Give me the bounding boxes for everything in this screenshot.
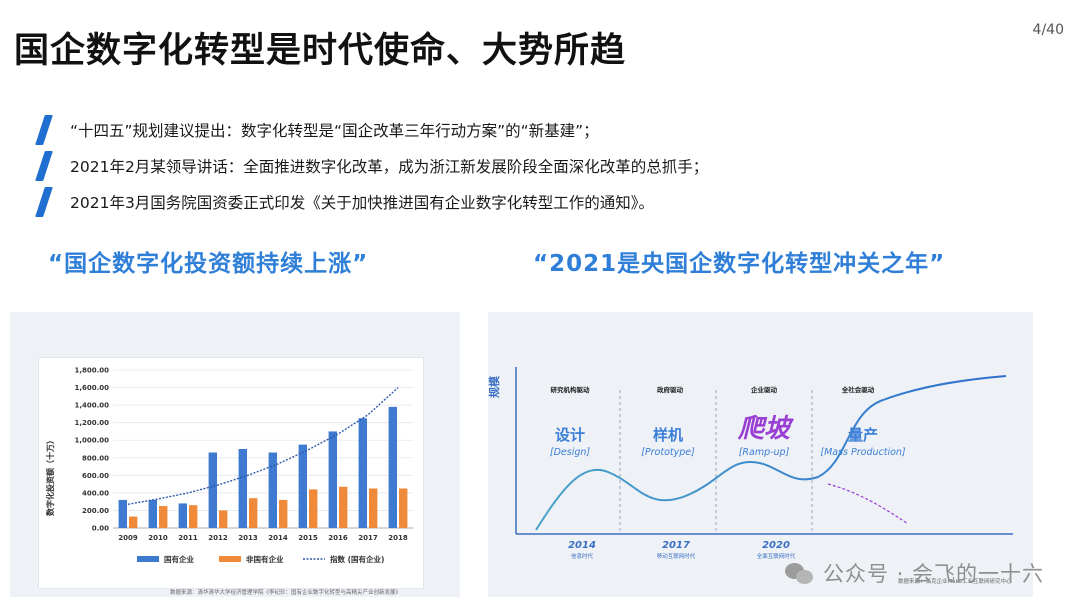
y-tick-label: 1,600.00 [74, 384, 109, 392]
phase-label-highlight: 爬坡 [737, 414, 795, 444]
phase-sub-label: [Ramp-up] [739, 447, 790, 458]
x-tick-label: 2017 [358, 534, 378, 542]
phase-sub-label: [Design] [550, 447, 591, 458]
legend-trend-label: 指数 (国有企业) [330, 554, 384, 564]
bar-state-owned [148, 499, 157, 528]
bar-state-owned [388, 406, 397, 528]
legend-non-state-owned-label: 非国有企业 [246, 554, 284, 564]
bar-non-state-owned [369, 488, 378, 528]
y-tick-label: 400.00 [82, 489, 109, 497]
x-tick-label: 2016 [328, 534, 348, 542]
bullet-item: 2021年2月某领导讲话：全面推进数字化改革，成为浙江新发展阶段全面深化改革的总… [35, 148, 1040, 184]
x-tick-label: 2011 [178, 534, 198, 542]
y-tick-label: 200.00 [82, 507, 109, 515]
phase-label: 样机 [653, 426, 683, 444]
bar-state-owned [118, 499, 127, 528]
slash-marker-icon [35, 115, 53, 145]
phase-label: 量产 [848, 426, 878, 444]
legend-non-state-owned-swatch [219, 556, 241, 562]
slash-marker-icon [35, 151, 53, 181]
investment-chart-panel: 0.00 200.00 400.00 600.00 800.00 1,000.00 1,20… [10, 312, 460, 597]
bar-state-owned [208, 452, 217, 528]
legend-state-owned-label: 国有企业 [164, 554, 194, 564]
bullet-text: “十四五”规划建议提出：数字化转型是“国企改革三年行动方案”的“新基建”； [70, 122, 599, 140]
y-axis-label: 数字化投资额（十万） [45, 436, 55, 516]
quote-breakthrough-year: “2021是央国企数字化转型冲关之年” [533, 251, 946, 277]
y-tick-label: 1,400.00 [74, 402, 109, 410]
bar-non-state-owned [309, 489, 318, 528]
era-label: 信息时代 [571, 552, 594, 560]
chart-source-note: 数据来源：清华清华大学经济管理学院《李纪珍：国有企业数字化转型与高精尖产业创新发… [170, 590, 402, 596]
bar-state-owned [358, 418, 367, 528]
decline-curve [827, 483, 909, 525]
bar-non-state-owned [339, 486, 348, 528]
bar-non-state-owned [219, 510, 228, 528]
x-tick-label: 2012 [208, 534, 228, 542]
x-tick-label: 2018 [388, 534, 408, 542]
y-tick-label: 0.00 [92, 525, 109, 533]
growth-curve [535, 375, 1007, 531]
bar-state-owned [238, 449, 247, 528]
bar-non-state-owned [129, 516, 138, 528]
y-tick-label: 800.00 [82, 454, 109, 462]
bar-state-owned [328, 431, 337, 528]
year-label: 2020 [762, 540, 790, 551]
bar-non-state-owned [189, 505, 198, 528]
y-tick-label: 600.00 [82, 472, 109, 480]
watermark-text: 公众号 · 会飞的一十六 [822, 562, 1044, 586]
driver-label: 企业驱动 [750, 385, 778, 394]
wechat-icon [784, 561, 815, 585]
diagram-source-note: 数据来源：派克企业Make工业互联网研究中心 [898, 579, 1012, 585]
bullet-item: 2021年3月国务院国资委正式印发《关于加快推进国有企业数字化转型工作的通知》。 [35, 184, 1040, 220]
stage-curve-panel: 规模 研究机构驱动 政府驱动 企业驱动 全社会驱动 设计 [Design] 样机… [487, 312, 1033, 597]
driver-label: 研究机构驱动 [551, 385, 591, 394]
phase-sub-label: [Prototype] [641, 447, 695, 458]
x-tick-label: 2015 [298, 534, 318, 542]
slash-marker-icon [35, 187, 53, 217]
trend-line [127, 387, 399, 505]
x-tick-label: 2013 [238, 534, 258, 542]
legend-state-owned-swatch [137, 556, 159, 562]
x-tick-label: 2009 [118, 534, 138, 542]
bar-state-owned [178, 503, 187, 528]
year-label: 2017 [662, 540, 690, 551]
bullet-text: 2021年2月某领导讲话：全面推进数字化改革，成为浙江新发展阶段全面深化改革的总… [70, 158, 709, 176]
x-tick-label: 2014 [268, 534, 288, 542]
x-tick-label: 2010 [148, 534, 168, 542]
y-tick-label: 1,200.00 [74, 419, 109, 427]
bar-non-state-owned [159, 506, 168, 528]
investment-bar-chart: 0.00 200.00 400.00 600.00 800.00 1,000.00 1,20… [45, 367, 413, 564]
bar-non-state-owned [399, 488, 408, 528]
phase-sub-label: [Mass Production] [820, 447, 906, 458]
page-title: 国企数字化转型是时代使命、大势所趋 [14, 31, 627, 71]
investment-chart-card: 0.00 200.00 400.00 600.00 800.00 1,000.00 1,20… [38, 357, 424, 589]
year-label: 2014 [568, 540, 596, 551]
phase-label: 设计 [555, 426, 585, 444]
driver-label: 政府驱动 [657, 385, 684, 394]
scale-axis-label: 规模 [488, 375, 501, 398]
bar-non-state-owned [279, 499, 288, 528]
watermark: 公众号 · 会飞的一十六 [784, 558, 1044, 588]
quote-investment: “国企数字化投资额持续上涨” [48, 251, 369, 277]
bar-state-owned [298, 444, 307, 528]
y-tick-label: 1,800.00 [74, 367, 109, 375]
bullet-item: “十四五”规划建议提出：数字化转型是“国企改革三年行动方案”的“新基建”； [35, 112, 1040, 148]
bar-state-owned [268, 452, 277, 528]
stage-curve-diagram: 规模 研究机构驱动 政府驱动 企业驱动 全社会驱动 设计 [Design] 样机… [487, 367, 1013, 560]
driver-label: 全社会驱动 [841, 385, 875, 394]
era-label: 移动互联网时代 [657, 552, 696, 560]
bullet-text: 2021年3月国务院国资委正式印发《关于加快推进国有企业数字化转型工作的通知》。 [70, 194, 655, 212]
y-tick-label: 1,000.00 [74, 437, 109, 445]
bar-non-state-owned [249, 498, 258, 528]
bullet-list: “十四五”规划建议提出：数字化转型是“国企改革三年行动方案”的“新基建”； 20… [35, 112, 1040, 220]
page-number: 4/40 [1032, 22, 1064, 38]
era-label: 全面互联网时代 [757, 552, 796, 560]
